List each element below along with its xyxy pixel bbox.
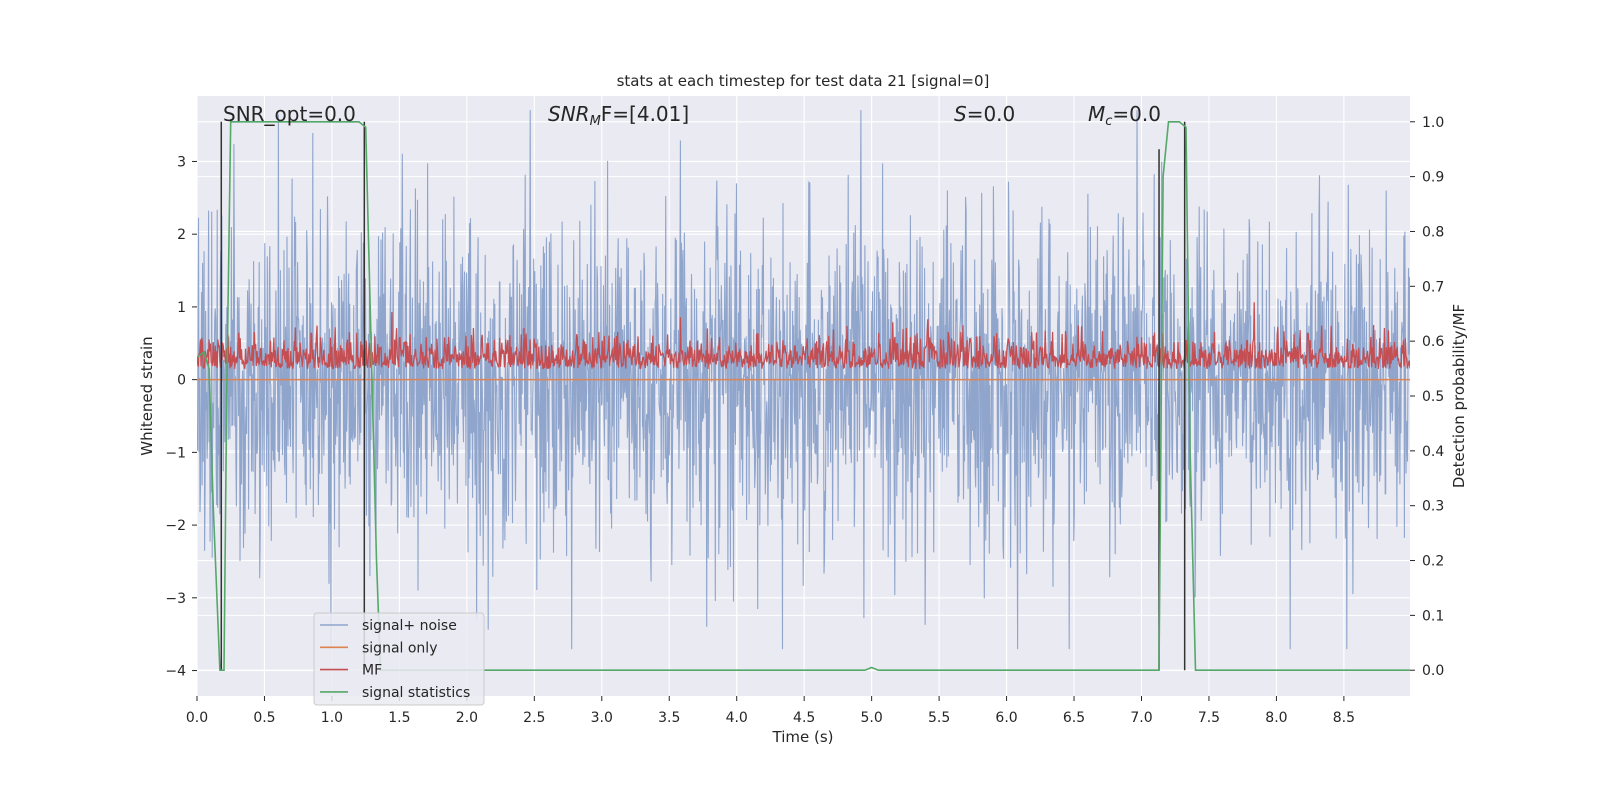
annotation-s: S=0.0 xyxy=(954,102,1015,126)
legend-box xyxy=(313,612,485,706)
y2-tick-label: 0.1 xyxy=(1422,608,1444,624)
annotation-s-base: S xyxy=(954,102,967,126)
y2-axis-label: Detection probability/MF xyxy=(1450,304,1468,488)
y2-tick-label: 0.2 xyxy=(1422,554,1444,570)
y-tick-label: −2 xyxy=(165,518,186,534)
x-tick-label: 1.5 xyxy=(388,710,410,726)
y-tick-label: −3 xyxy=(165,591,186,607)
x-tick-label: 4.5 xyxy=(793,710,815,726)
x-tick-label: 5.5 xyxy=(928,710,950,726)
y2-tick-label: 0.3 xyxy=(1422,499,1444,515)
annotation-snr-mf-base: SNR xyxy=(548,102,590,126)
annotation-mc: Mc=0.0 xyxy=(1088,102,1161,129)
x-tick-label: 8.5 xyxy=(1333,710,1355,726)
y2-tick-label: 0.8 xyxy=(1422,224,1444,240)
x-tick-label: 3.0 xyxy=(591,710,613,726)
x-tick-label: 5.0 xyxy=(861,710,883,726)
x-tick-label: 7.5 xyxy=(1198,710,1220,726)
x-tick-label: 6.5 xyxy=(1063,710,1085,726)
x-tick-label: 4.0 xyxy=(726,710,748,726)
annotations: SNR_opt=0.0 SNRMF=[4.01] S=0.0 Mc=0.0 xyxy=(223,102,1161,129)
y2-tick-label: 0.7 xyxy=(1422,279,1444,295)
annotation-snr-mf-sub: M xyxy=(590,114,601,129)
legend-label-mf: MF xyxy=(362,663,382,679)
y2-tick-label: 0.9 xyxy=(1422,170,1444,186)
annotation-mc-base: M xyxy=(1088,102,1105,126)
x-tick-label: 0.0 xyxy=(186,710,208,726)
axes: 0.0 0.5 1.0 1.5 2.0 2.5 3.0 3.5 4.0 4.5 5.0 5.5 6.0 6… xyxy=(165,115,1444,726)
y-tick-label: −4 xyxy=(165,664,186,680)
x-axis-label: Time (s) xyxy=(772,728,834,746)
y-tick-label: 2 xyxy=(177,227,186,243)
x-tick-label: 7.0 xyxy=(1130,710,1152,726)
annotation-mc-rest: =0.0 xyxy=(1112,102,1161,126)
x-tick-label: 2.0 xyxy=(456,710,478,726)
y2-tick-label: 0.0 xyxy=(1422,663,1444,679)
annotation-snr-mf-rest: F=[4.01] xyxy=(601,102,689,126)
y2-tick-label: 0.6 xyxy=(1422,334,1444,350)
y-tick-label: 3 xyxy=(177,154,186,170)
annotation-s-rest: =0.0 xyxy=(967,102,1016,126)
x-tick-label: 2.5 xyxy=(523,710,545,726)
x-tick-label: 6.0 xyxy=(995,710,1017,726)
x-tick-label: 0.5 xyxy=(253,710,275,726)
y2-tick-label: 0.5 xyxy=(1422,389,1444,405)
legend-label-stats: signal statistics xyxy=(362,685,470,701)
annotation-mc-sub: c xyxy=(1105,114,1112,129)
y-tick-label: −1 xyxy=(165,445,186,461)
series-mf xyxy=(197,302,1410,370)
y2-tick-label: 0.4 xyxy=(1422,444,1444,460)
x-tick-label: 3.5 xyxy=(658,710,680,726)
annotation-snr-mf: SNRMF=[4.01] xyxy=(548,102,689,129)
chart-title: stats at each timestep for test data 21 … xyxy=(617,72,990,90)
legend-label-noise: signal+ noise xyxy=(362,618,457,634)
legend: signal+ noise signal only MF signal statist… xyxy=(313,612,485,706)
y-axis-label: Whitened strain xyxy=(138,336,156,455)
x-tick-label: 8.0 xyxy=(1265,710,1287,726)
legend-label-signal_only: signal only xyxy=(362,640,437,656)
y-tick-label: 1 xyxy=(177,300,186,316)
x-tick-label: 1.0 xyxy=(321,710,343,726)
y-tick-label: 0 xyxy=(177,373,186,389)
y2-tick-label: 1.0 xyxy=(1422,115,1444,131)
annotation-snr-opt: SNR_opt=0.0 xyxy=(223,102,356,126)
